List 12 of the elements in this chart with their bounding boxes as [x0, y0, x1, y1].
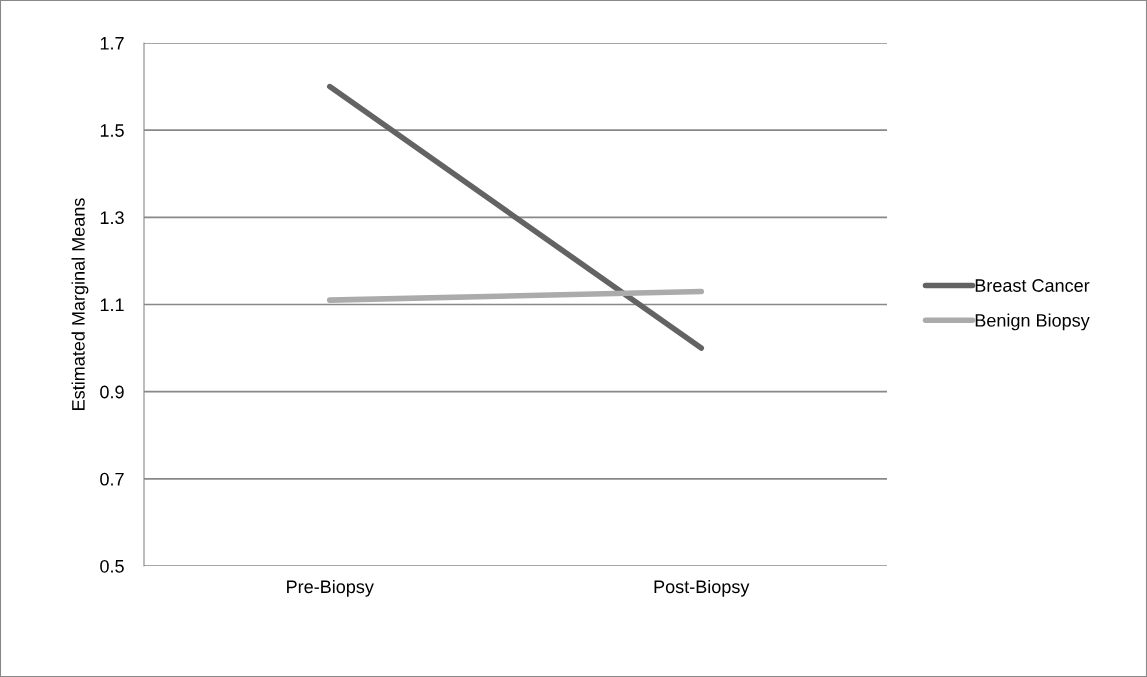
x-tick-label: Post-Biopsy — [654, 579, 750, 597]
y-tick-label: 1.5 — [100, 124, 124, 137]
y-tick-label: 0.7 — [100, 472, 124, 486]
y-tick-label: 1.7 — [100, 37, 124, 50]
x-tick-label: Pre-Biopsy — [287, 579, 374, 597]
y-tick-label: 1.1 — [100, 298, 124, 312]
y-tick-label: 1.3 — [100, 211, 124, 225]
y-tick-label: 0.9 — [100, 385, 124, 399]
y-axis-title: Estimated Marginal Means — [71, 198, 89, 410]
y-tick-label: 0.5 — [100, 559, 124, 573]
legend-label: Breast Cancer — [975, 279, 1090, 292]
legend-label: Benign Biopsy — [975, 313, 1090, 331]
